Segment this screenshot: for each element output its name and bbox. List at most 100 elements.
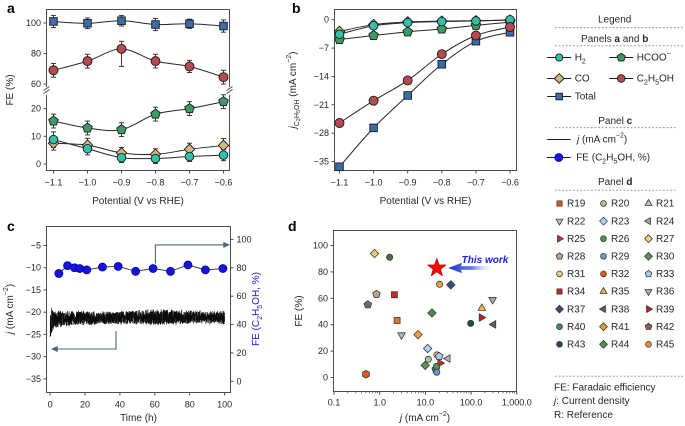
- svg-text:60: 60: [318, 293, 328, 303]
- svg-text:R35: R35: [611, 287, 630, 298]
- svg-text:Total: Total: [575, 92, 596, 103]
- svg-text:HCOO−: HCOO−: [637, 51, 671, 64]
- svg-text:CO: CO: [575, 74, 590, 85]
- svg-text:j (mA cm−2): j (mA cm−2): [575, 133, 627, 146]
- svg-text:80: 80: [318, 267, 328, 277]
- svg-text:−1.1: −1.1: [45, 178, 63, 188]
- svg-text:R25: R25: [567, 234, 586, 245]
- svg-text:−14: −14: [314, 71, 329, 81]
- svg-text:100: 100: [313, 241, 328, 251]
- svg-text:R38: R38: [611, 304, 630, 315]
- svg-text:100: 100: [217, 400, 232, 410]
- svg-text:Potential (V vs RHE): Potential (V vs RHE): [92, 196, 184, 207]
- svg-text:FE (C2H5OH, %): FE (C2H5OH, %): [576, 153, 650, 166]
- svg-text:100.0: 100.0: [460, 398, 483, 408]
- svg-text:100: 100: [237, 234, 252, 244]
- svg-text:−0.6: −0.6: [501, 178, 519, 188]
- svg-text:40: 40: [237, 320, 247, 330]
- svg-text:Potential (V vs RHE): Potential (V vs RHE): [380, 196, 472, 207]
- svg-text:R42: R42: [656, 322, 675, 333]
- svg-text:−0.8: −0.8: [147, 178, 165, 188]
- svg-text:j (mA cm−2): j (mA cm−2): [398, 411, 450, 424]
- svg-text:−0.8: −0.8: [433, 178, 451, 188]
- svg-text:R33: R33: [656, 269, 675, 280]
- svg-text:R30: R30: [656, 252, 675, 263]
- svg-text:R26: R26: [611, 234, 630, 245]
- svg-text:Time (h): Time (h): [120, 413, 157, 424]
- svg-text:R36: R36: [656, 287, 675, 298]
- svg-text:R39: R39: [656, 304, 675, 315]
- svg-text:−0.9: −0.9: [399, 178, 417, 188]
- svg-text:20: 20: [318, 346, 328, 356]
- svg-text:R31: R31: [567, 269, 586, 280]
- svg-text:R: Reference: R: Reference: [554, 410, 613, 421]
- svg-text:20: 20: [80, 400, 90, 410]
- svg-text:FE (%): FE (%): [294, 295, 305, 326]
- svg-text:100: 100: [26, 18, 41, 28]
- svg-text:R28: R28: [567, 252, 586, 263]
- svg-text:−1.0: −1.0: [365, 178, 383, 188]
- svg-text:FE: Faradaic efficiency: FE: Faradaic efficiency: [554, 382, 656, 393]
- svg-text:d: d: [288, 218, 297, 234]
- svg-text:−28: −28: [314, 128, 329, 138]
- svg-text:R19: R19: [567, 199, 586, 210]
- svg-text:j: Current density: j: Current density: [552, 396, 630, 407]
- svg-text:R29: R29: [611, 252, 630, 263]
- svg-text:0: 0: [48, 400, 53, 410]
- svg-text:−5: −5: [31, 241, 41, 251]
- svg-text:80: 80: [185, 400, 195, 410]
- svg-text:j (mA cm−2): j (mA cm−2): [3, 284, 16, 336]
- svg-text:10: 10: [31, 131, 41, 141]
- svg-text:R41: R41: [611, 322, 630, 333]
- svg-text:20: 20: [31, 104, 41, 114]
- svg-text:−30: −30: [26, 352, 41, 362]
- svg-text:a: a: [7, 0, 15, 16]
- svg-text:1.0: 1.0: [373, 398, 386, 408]
- svg-text:R37: R37: [567, 304, 586, 315]
- svg-text:0: 0: [324, 15, 329, 25]
- svg-text:b: b: [292, 0, 301, 16]
- svg-text:−1.0: −1.0: [79, 178, 97, 188]
- svg-text:H2: H2: [575, 53, 586, 66]
- svg-text:80: 80: [237, 263, 247, 273]
- svg-text:R44: R44: [611, 340, 630, 351]
- svg-text:R24: R24: [656, 216, 675, 227]
- svg-text:0: 0: [36, 159, 41, 169]
- svg-text:R23: R23: [611, 216, 630, 227]
- svg-text:This work: This work: [462, 255, 509, 266]
- svg-text:1,000.0: 1,000.0: [502, 398, 532, 408]
- svg-text:−0.9: −0.9: [113, 178, 131, 188]
- svg-text:−35: −35: [26, 374, 41, 384]
- svg-text:FE (%): FE (%): [5, 74, 16, 105]
- svg-text:FE (C2H5OH, %): FE (C2H5OH, %): [251, 272, 264, 346]
- svg-text:−7: −7: [319, 43, 329, 53]
- svg-text:R45: R45: [656, 340, 675, 351]
- svg-text:0: 0: [323, 373, 328, 383]
- svg-text:R20: R20: [611, 199, 630, 210]
- svg-text:−35: −35: [314, 157, 329, 167]
- svg-text:−25: −25: [26, 329, 41, 339]
- svg-text:−0.7: −0.7: [467, 178, 485, 188]
- svg-text:0: 0: [237, 376, 242, 386]
- svg-text:40: 40: [115, 400, 125, 410]
- svg-text:0.1: 0.1: [328, 398, 341, 408]
- svg-text:−1.1: −1.1: [331, 178, 349, 188]
- svg-text:60: 60: [150, 400, 160, 410]
- svg-text:R32: R32: [611, 269, 630, 280]
- svg-text:R22: R22: [567, 216, 586, 227]
- svg-text:Panel d: Panel d: [598, 177, 632, 188]
- svg-text:jC2H5OH (mA cm−2): jC2H5OH (mA cm−2): [286, 52, 302, 131]
- svg-text:R43: R43: [567, 340, 586, 351]
- svg-text:60: 60: [237, 291, 247, 301]
- svg-text:−21: −21: [314, 100, 329, 110]
- svg-text:Panels a and b: Panels a and b: [581, 34, 648, 45]
- svg-text:−0.7: −0.7: [181, 178, 199, 188]
- svg-text:R27: R27: [656, 234, 675, 245]
- svg-text:−20: −20: [26, 307, 41, 317]
- svg-text:60: 60: [31, 79, 41, 89]
- svg-text:Panel c: Panel c: [598, 116, 632, 127]
- svg-text:R21: R21: [656, 199, 675, 210]
- svg-text:R34: R34: [567, 287, 586, 298]
- svg-text:−10: −10: [26, 263, 41, 273]
- svg-text:80: 80: [31, 49, 41, 59]
